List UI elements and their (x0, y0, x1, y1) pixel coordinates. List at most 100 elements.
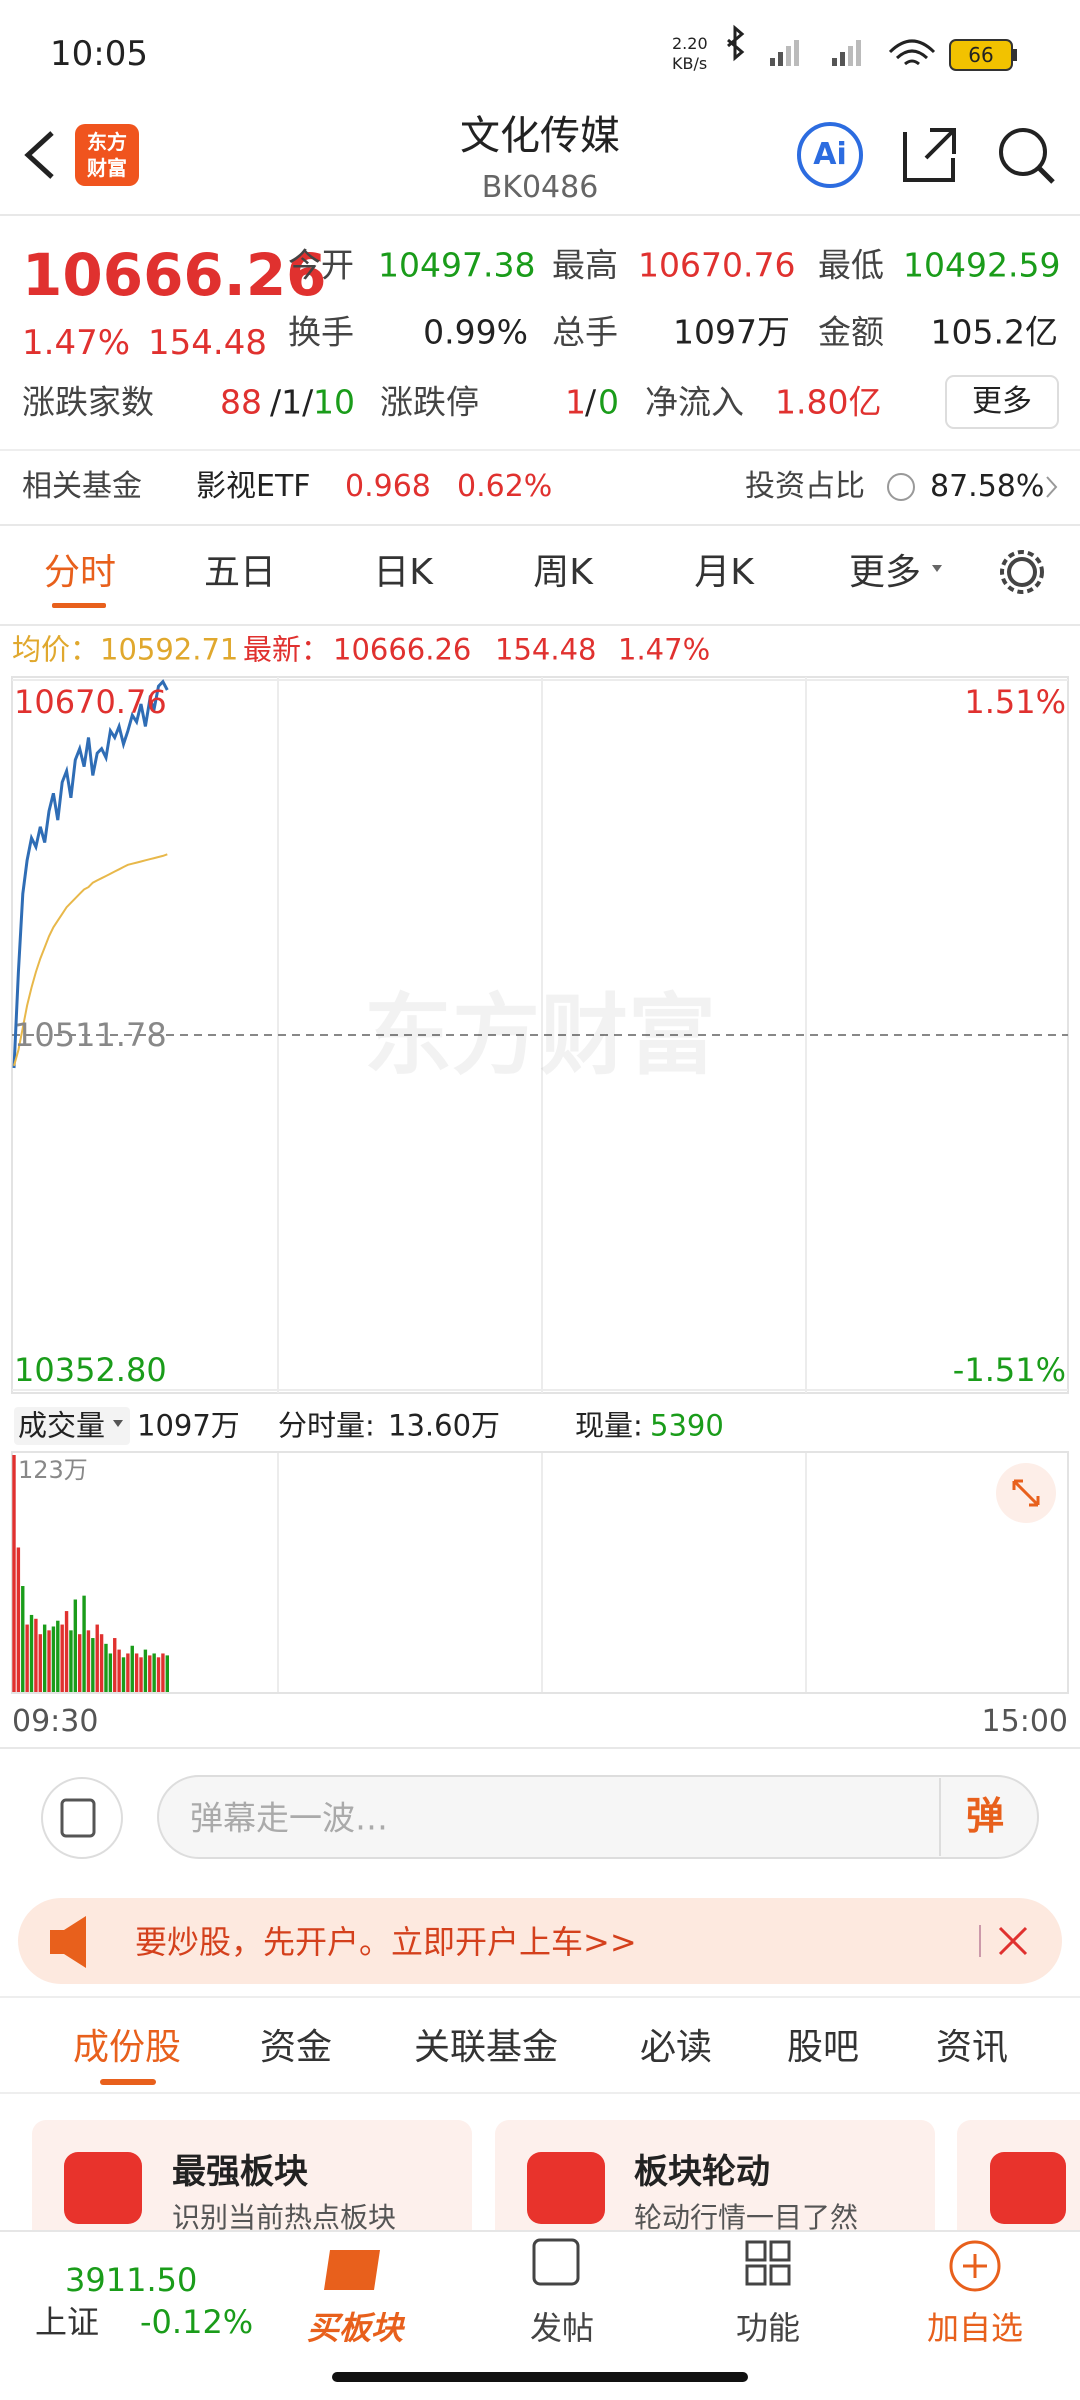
volume-bar (134, 1653, 139, 1692)
banner[interactable] (18, 1898, 1062, 1984)
index-change: -0.12% (140, 2303, 254, 2341)
volume-bar (143, 1649, 148, 1692)
more-button[interactable] (945, 375, 1059, 429)
ratio: 87.58% (930, 469, 1045, 504)
volume-bar (64, 1611, 69, 1692)
tab[interactable]: 周K (533, 552, 593, 593)
volume-bar (82, 1595, 86, 1692)
volume-bar (12, 1455, 16, 1692)
volume-label: 成交量 (18, 1408, 106, 1443)
limit-up: 1 (565, 382, 586, 422)
settings-teeth (1000, 550, 1044, 594)
volume-bar (25, 1624, 29, 1692)
index-value: 3911.50 (65, 2261, 198, 2299)
tab[interactable]: 日K (373, 552, 433, 593)
volume-bar (56, 1620, 60, 1692)
danmaku-button[interactable]: 弹 (965, 1794, 1005, 1838)
stat-value: 0.99% (423, 312, 528, 352)
price-line (12, 679, 169, 1069)
volume-bar (95, 1624, 99, 1692)
fund-change: 0.62% (457, 469, 553, 504)
ai-button[interactable] (797, 122, 863, 188)
nav-item[interactable]: 功能 (735, 2309, 801, 2347)
card-desc: 识别当前热点板块 (172, 2201, 397, 2234)
tab[interactable]: 分时 (43, 552, 117, 593)
volume-max-label: 123万 (18, 1456, 88, 1484)
breadth-flat: /1/ (270, 382, 314, 422)
sub-tab[interactable]: 资讯 (935, 2027, 1009, 2068)
ai-label[interactable]: Ai (813, 137, 847, 172)
search[interactable] (999, 128, 1047, 176)
stat-value: 10497.38 (378, 245, 536, 285)
volume-bar (51, 1626, 56, 1692)
buy-icon[interactable] (324, 2250, 380, 2290)
title: 文化传媒 (460, 113, 620, 159)
divider (0, 214, 1080, 216)
volume-bar (86, 1630, 91, 1692)
volume-bar (148, 1655, 152, 1692)
back[interactable] (24, 131, 54, 179)
latest-label: 最新： (243, 632, 331, 667)
post-icon[interactable] (532, 2238, 580, 2286)
volume-bar (29, 1614, 34, 1692)
divider (0, 2092, 1080, 2094)
danmaku-placeholder: 弹幕走一波… (190, 1798, 388, 1838)
latest-change: 154.48 (495, 632, 597, 667)
more-button-label[interactable]: 更多 (972, 384, 1032, 419)
sub-tab[interactable]: 股吧 (786, 2027, 860, 2068)
search-handle (1037, 166, 1055, 184)
limit-down: 0 (598, 382, 619, 422)
danmaku-input[interactable] (157, 1775, 1039, 1859)
volume-bar (113, 1638, 117, 1692)
tab[interactable]: 五日 (203, 552, 277, 593)
divider (0, 524, 1080, 526)
add-icon[interactable] (949, 2240, 1001, 2292)
nav-item[interactable]: 买板块 (306, 2309, 404, 2347)
banner-text: 要炒股，先开户。立即开户上车>> (135, 1923, 637, 1961)
card[interactable] (32, 2120, 472, 2250)
divider (0, 1996, 1080, 1998)
func-icon[interactable] (745, 2240, 791, 2286)
card[interactable] (495, 2120, 935, 2250)
logo-text: 东方 (87, 130, 127, 154)
nav-item[interactable]: 加自选 (926, 2309, 1024, 2347)
tab[interactable]: 月K (694, 552, 754, 593)
help-icon[interactable] (887, 473, 915, 501)
volume-bar (38, 1634, 42, 1692)
megaphone (50, 1916, 86, 1968)
volume-bar (165, 1655, 169, 1692)
stat-label: 金额 (818, 312, 884, 352)
divider (0, 624, 1080, 626)
card-icon (990, 2152, 1066, 2224)
tab[interactable]: 更多 (848, 552, 922, 593)
divider (0, 1747, 1080, 1749)
add-plus (963, 2254, 987, 2278)
divider (0, 2230, 1080, 2232)
breadth-down: 10 (313, 382, 355, 422)
logo (75, 124, 139, 186)
volume-bar (156, 1657, 161, 1692)
settings[interactable] (1007, 557, 1037, 587)
minute-volume-label: 分时量: (278, 1408, 375, 1443)
watermark: 东方财富 (363, 984, 717, 1087)
sub-tab[interactable]: 资金 (259, 2027, 333, 2068)
chart-grid (277, 677, 807, 1693)
card-icon (527, 2152, 605, 2224)
share[interactable] (903, 128, 956, 182)
y-tick-label: 10352.80 (14, 1351, 167, 1389)
volume-select[interactable] (14, 1407, 130, 1445)
volume-bar (91, 1638, 95, 1692)
volume-bar (34, 1618, 38, 1692)
sub-tab[interactable]: 关联基金 (413, 2027, 559, 2068)
expand-icon (1012, 1479, 1040, 1507)
danmaku-icon[interactable] (41, 1777, 123, 1859)
sub-tab[interactable]: 必读 (639, 2027, 713, 2068)
close[interactable] (998, 1926, 1028, 1956)
sub-tab[interactable]: 成份股 (72, 2027, 182, 2068)
divider (0, 449, 1080, 451)
stat-label: 最高 (552, 245, 618, 285)
volume-bar (47, 1630, 51, 1692)
nav-item[interactable]: 发帖 (529, 2309, 595, 2347)
stat-value: 10670.76 (638, 245, 796, 285)
